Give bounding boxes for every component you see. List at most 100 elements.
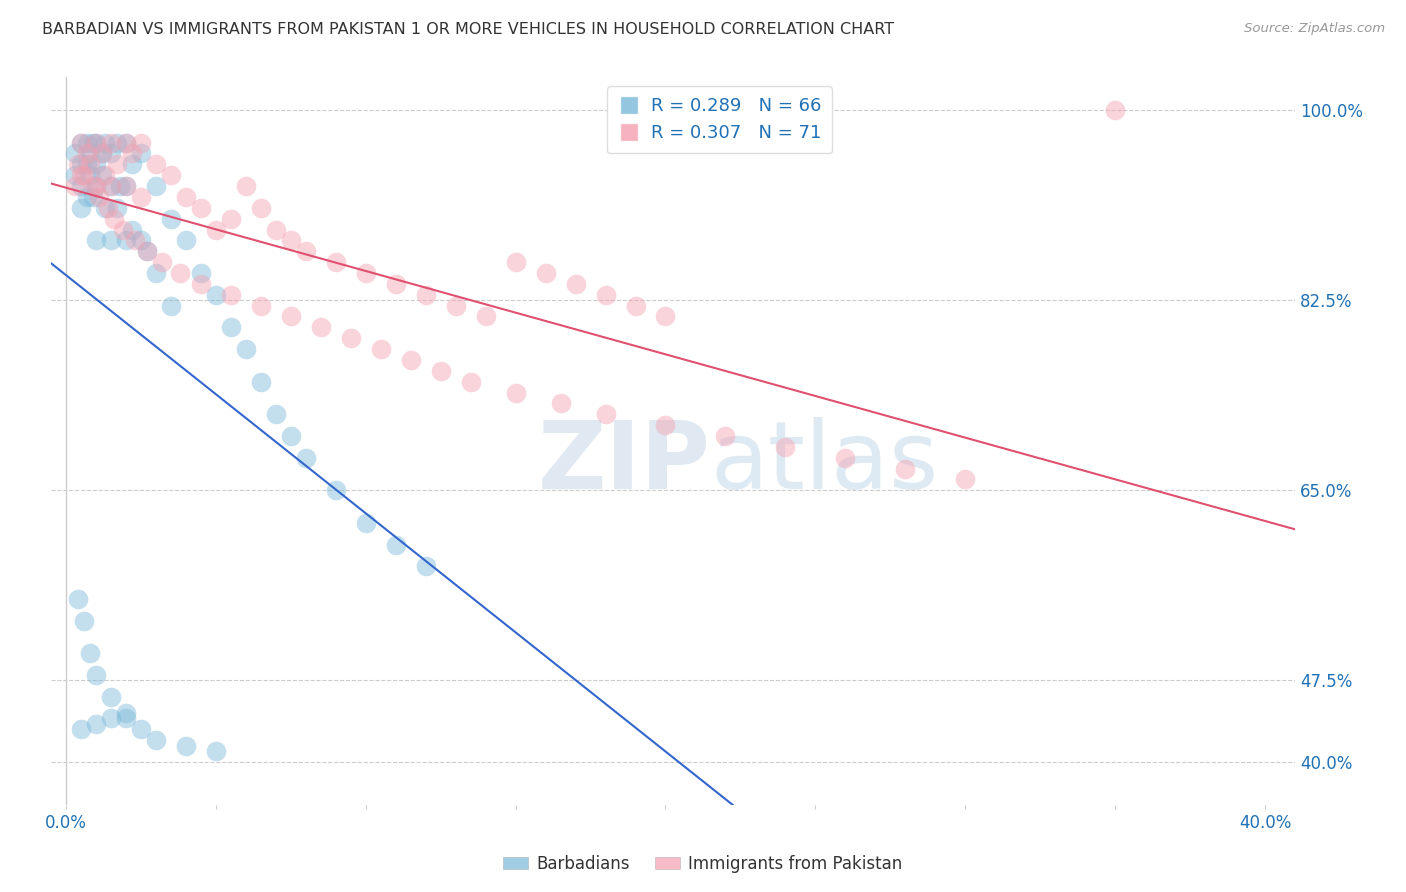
Point (219, 211, 242, 226)
Point (129, 234, 152, 248)
Point (100, 179, 122, 194)
Point (415, 559, 437, 574)
Point (294, 244, 316, 259)
Point (169, 266, 191, 280)
Point (474, 310, 496, 324)
Point (97, 201, 120, 215)
Point (219, 320, 242, 334)
Point (145, 157, 167, 171)
Point (415, 287, 437, 301)
Point (100, 146, 122, 161)
Point (174, 739, 197, 753)
Point (129, 136, 152, 150)
Point (84, 179, 107, 194)
Point (115, 711, 138, 725)
Point (280, 234, 302, 248)
Point (73, 614, 96, 628)
Point (384, 277, 406, 291)
Point (115, 136, 138, 150)
Point (82, 179, 104, 194)
Text: Source: ZipAtlas.com: Source: ZipAtlas.com (1244, 22, 1385, 36)
Point (505, 385, 527, 400)
Point (370, 342, 392, 356)
Point (595, 407, 617, 421)
Point (84, 668, 107, 682)
Point (174, 234, 197, 248)
Point (384, 538, 406, 552)
Point (105, 136, 128, 150)
Point (87, 190, 110, 204)
Point (129, 190, 152, 204)
Point (190, 277, 212, 291)
Point (70, 136, 93, 150)
Legend: Barbadians, Immigrants from Pakistan: Barbadians, Immigrants from Pakistan (496, 848, 910, 880)
Point (204, 287, 226, 301)
Point (190, 266, 212, 280)
Point (894, 461, 917, 475)
Point (505, 255, 527, 269)
Point (70, 201, 93, 215)
Point (70, 723, 93, 737)
Point (79, 157, 101, 171)
Point (70, 168, 93, 182)
Point (145, 733, 167, 747)
Point (105, 157, 128, 171)
Point (280, 310, 302, 324)
Legend: R = 0.289   N = 66, R = 0.307   N = 71: R = 0.289 N = 66, R = 0.307 N = 71 (607, 87, 832, 153)
Point (190, 201, 212, 215)
Point (219, 287, 242, 301)
Point (714, 429, 737, 443)
Text: BARBADIAN VS IMMIGRANTS FROM PAKISTAN 1 OR MORE VEHICLES IN HOUSEHOLD CORRELATIO: BARBADIAN VS IMMIGRANTS FROM PAKISTAN 1 … (42, 22, 894, 37)
Point (76, 136, 98, 150)
Point (70, 136, 93, 150)
Point (160, 299, 183, 313)
Point (460, 375, 482, 389)
Point (955, 472, 977, 486)
Point (204, 744, 226, 758)
Point (115, 179, 138, 194)
Point (174, 190, 197, 204)
Point (121, 146, 143, 161)
Point (399, 352, 422, 367)
Point (66, 157, 89, 171)
Point (129, 723, 152, 737)
Point (82, 136, 104, 150)
Point (124, 234, 146, 248)
Point (624, 299, 647, 313)
Point (73, 168, 96, 182)
Point (79, 646, 101, 660)
Point (160, 168, 183, 182)
Point (115, 234, 138, 248)
Point (94, 136, 117, 150)
Point (121, 222, 143, 236)
Text: atlas: atlas (710, 417, 939, 509)
Point (145, 266, 167, 280)
Point (150, 255, 173, 269)
Text: ZIP: ZIP (537, 417, 710, 509)
Point (111, 222, 134, 236)
Point (354, 516, 377, 530)
Point (76, 190, 98, 204)
Point (309, 320, 332, 334)
Point (100, 690, 122, 704)
Point (564, 277, 586, 291)
Point (145, 179, 167, 194)
Point (354, 266, 377, 280)
Point (94, 201, 117, 215)
Point (775, 440, 797, 454)
Point (115, 179, 138, 194)
Point (264, 407, 287, 421)
Point (84, 136, 107, 150)
Point (66, 591, 89, 606)
Point (160, 211, 183, 226)
Point (550, 396, 572, 410)
Point (249, 201, 271, 215)
Point (84, 717, 107, 731)
Point (70, 179, 93, 194)
Point (595, 287, 617, 301)
Point (100, 234, 122, 248)
Point (534, 266, 557, 280)
Point (654, 418, 676, 433)
Point (90, 146, 112, 161)
Point (1104, 103, 1126, 117)
